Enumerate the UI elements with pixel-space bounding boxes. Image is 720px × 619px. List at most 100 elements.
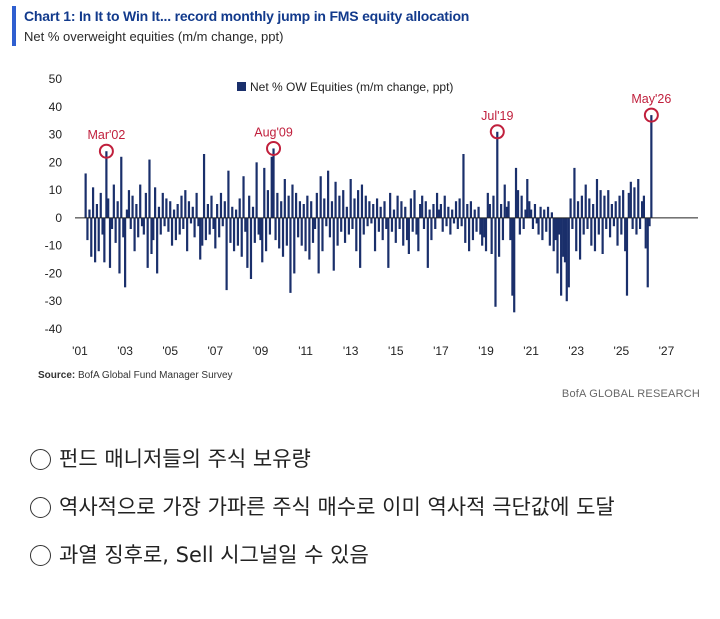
chart-subtitle: Net % overweight equities (m/m change, p… <box>24 29 284 44</box>
bar <box>578 217 582 260</box>
bar <box>483 217 486 238</box>
bar <box>556 217 559 274</box>
bar <box>99 192 102 218</box>
bar <box>180 195 183 218</box>
y-tick-label: 30 <box>49 128 63 142</box>
bar <box>404 206 407 218</box>
bar <box>283 179 286 218</box>
bar <box>167 217 170 232</box>
y-tick-label: 40 <box>49 100 63 114</box>
bar <box>543 209 546 218</box>
bar <box>313 217 317 229</box>
bar <box>357 190 360 218</box>
bar <box>526 179 529 218</box>
bar <box>156 217 159 274</box>
bar <box>522 217 525 229</box>
bar <box>439 204 443 218</box>
bar <box>191 206 194 218</box>
bar <box>174 217 177 241</box>
bar <box>620 217 623 235</box>
bar <box>304 217 307 252</box>
bar <box>646 217 649 288</box>
bar <box>531 217 535 229</box>
source-text: BofA Global Fund Manager Survey <box>78 370 233 381</box>
source-label: Source: <box>38 370 76 381</box>
bar <box>496 131 499 218</box>
bar <box>210 195 213 218</box>
bar <box>618 195 621 218</box>
bar <box>402 217 405 246</box>
x-tick-label: '11 <box>298 344 313 358</box>
bar <box>351 217 354 229</box>
bar <box>157 206 161 218</box>
annotation-label: Mar'02 <box>87 128 125 142</box>
bar <box>227 170 230 218</box>
bar <box>343 217 347 243</box>
bar <box>389 192 392 218</box>
bar <box>204 217 207 241</box>
bar <box>629 181 632 218</box>
x-tick-label: '25 <box>614 344 630 358</box>
bar <box>635 217 638 235</box>
bar <box>616 217 619 246</box>
bar <box>152 217 155 241</box>
bar <box>360 184 364 218</box>
bar <box>338 195 341 218</box>
bar <box>537 217 540 235</box>
bar <box>524 209 527 218</box>
x-tick-label: '13 <box>343 344 359 358</box>
y-tick-label: -40 <box>45 322 63 336</box>
bar <box>197 217 200 227</box>
chart-card: Chart 1: In It to Win It... record month… <box>12 6 700 400</box>
bar <box>261 217 264 263</box>
bar <box>298 201 302 218</box>
bar <box>509 217 512 241</box>
bar <box>411 217 414 232</box>
bar <box>325 217 328 227</box>
bar <box>293 217 296 274</box>
bar <box>452 217 456 224</box>
bar <box>370 217 373 224</box>
bar <box>569 198 572 218</box>
bar <box>302 204 305 218</box>
source-note: Source: BofA Global Fund Manager Survey <box>38 370 233 381</box>
bar <box>372 204 375 218</box>
bar <box>614 201 617 218</box>
bar <box>202 154 206 218</box>
y-tick-label: -20 <box>45 266 63 280</box>
bar <box>238 198 241 218</box>
x-tick-label: '17 <box>433 344 449 358</box>
bar <box>576 201 580 218</box>
y-tick-label: 0 <box>55 211 62 225</box>
bar <box>133 217 136 252</box>
bar <box>435 192 439 218</box>
bar <box>216 204 219 218</box>
bar <box>276 192 279 218</box>
legend-swatch <box>237 82 246 91</box>
bar <box>231 206 234 218</box>
legend-label: Net % OW Equities (m/m change, ppt) <box>250 80 453 94</box>
bar <box>291 184 294 218</box>
bar <box>103 217 106 263</box>
note-text: 펀드 매니저들의 주식 보유량 <box>59 447 311 471</box>
bar <box>449 217 452 235</box>
bar <box>234 209 238 218</box>
bar <box>347 217 350 235</box>
bar <box>144 192 147 218</box>
bar <box>605 217 608 229</box>
bar <box>413 190 416 218</box>
bar <box>530 209 533 218</box>
bar <box>545 217 548 232</box>
bar <box>533 204 537 218</box>
bar <box>507 201 510 218</box>
bar <box>236 217 239 246</box>
bar <box>321 217 324 252</box>
bar <box>641 201 644 218</box>
bar <box>648 217 651 227</box>
y-tick-label: 10 <box>49 183 63 197</box>
x-tick-label: '09 <box>253 344 269 358</box>
bar <box>108 217 112 268</box>
annotation-label: Jul'19 <box>481 109 513 123</box>
bar <box>195 192 198 218</box>
bar <box>612 217 616 227</box>
